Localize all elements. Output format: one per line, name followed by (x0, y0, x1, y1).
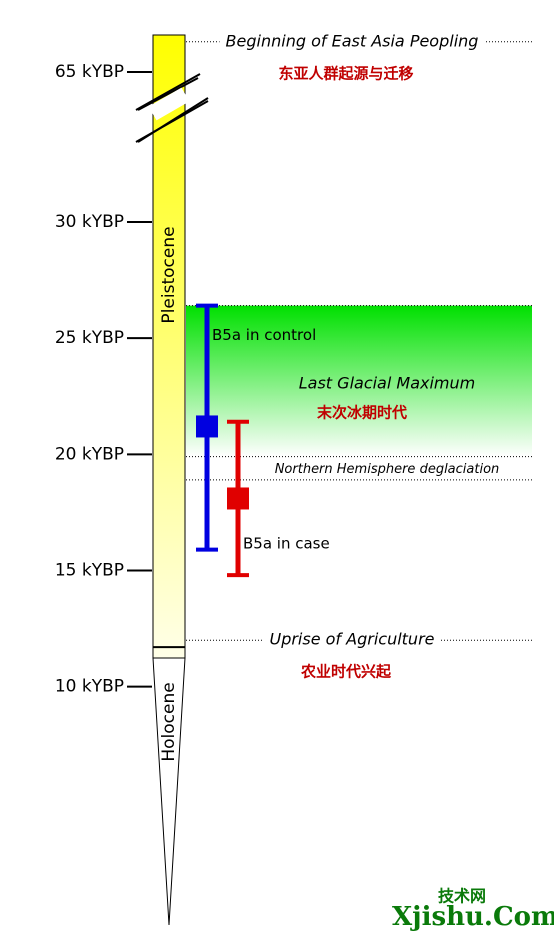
lgm-label-zh: 末次冰期时代 (317, 404, 407, 422)
annotation-label-zh: 东亚人群起源与迁移 (278, 64, 413, 82)
series-label: B5a in case (243, 535, 330, 553)
era-label: Holocene (159, 682, 179, 761)
axis-break (137, 77, 199, 111)
annotation-label: Beginning of East Asia Peopling (226, 31, 479, 50)
y-tick-label: 10 kYBP (55, 677, 124, 697)
y-tick-label: 65 kYBP (55, 62, 124, 82)
annotation-label-zh: 农业时代兴起 (300, 663, 392, 681)
y-tick-label: 25 kYBP (55, 328, 124, 348)
y-tick-label: 15 kYBP (55, 561, 124, 581)
lgm-label: Last Glacial Maximum (299, 374, 475, 393)
point (196, 415, 218, 438)
series-label: B5a in control (212, 326, 316, 344)
deglaciation-label: Northern Hemisphere deglaciation (275, 462, 500, 477)
era-label: Pleistocene (159, 226, 179, 323)
label-background (219, 31, 485, 51)
watermark: Xjishu.Com (392, 902, 554, 932)
axis-break (135, 73, 201, 111)
pleistocene-bar (152, 34, 186, 659)
axis-break (135, 100, 209, 143)
point (227, 487, 249, 510)
y-tick-label: 30 kYBP (55, 212, 124, 232)
lgm-band (186, 305, 532, 457)
watermark: 技术网 (438, 887, 486, 906)
holocene-wedge (152, 657, 186, 926)
axis-break-gap (148, 87, 190, 121)
y-tick-label: 20 kYBP (55, 444, 124, 464)
background-layer (186, 305, 532, 457)
annotation-label: Uprise of Agriculture (269, 630, 434, 649)
label-background (263, 629, 441, 649)
